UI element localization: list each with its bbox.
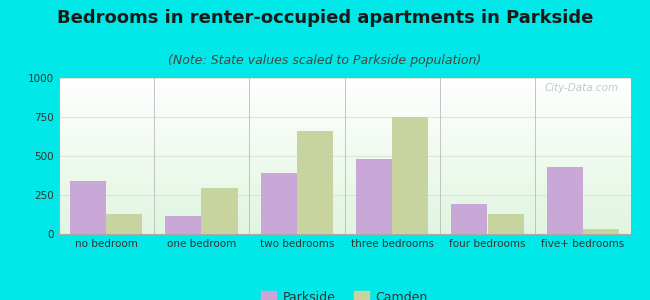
Bar	[356, 159, 392, 234]
Bar	[488, 214, 524, 234]
Text: Bedrooms in renter-occupied apartments in Parkside: Bedrooms in renter-occupied apartments i…	[57, 9, 593, 27]
Bar	[106, 214, 142, 234]
Bar	[392, 117, 428, 234]
Bar	[70, 181, 106, 234]
Bar	[261, 173, 297, 234]
Text: (Note: State values scaled to Parkside population): (Note: State values scaled to Parkside p…	[168, 54, 482, 67]
Text: City-Data.com: City-Data.com	[545, 83, 619, 93]
Bar	[547, 167, 583, 234]
Bar	[297, 131, 333, 234]
Bar	[583, 229, 619, 234]
Bar	[165, 216, 202, 234]
Bar	[202, 188, 238, 234]
Legend: Parkside, Camden: Parkside, Camden	[256, 286, 433, 300]
Bar	[451, 204, 488, 234]
